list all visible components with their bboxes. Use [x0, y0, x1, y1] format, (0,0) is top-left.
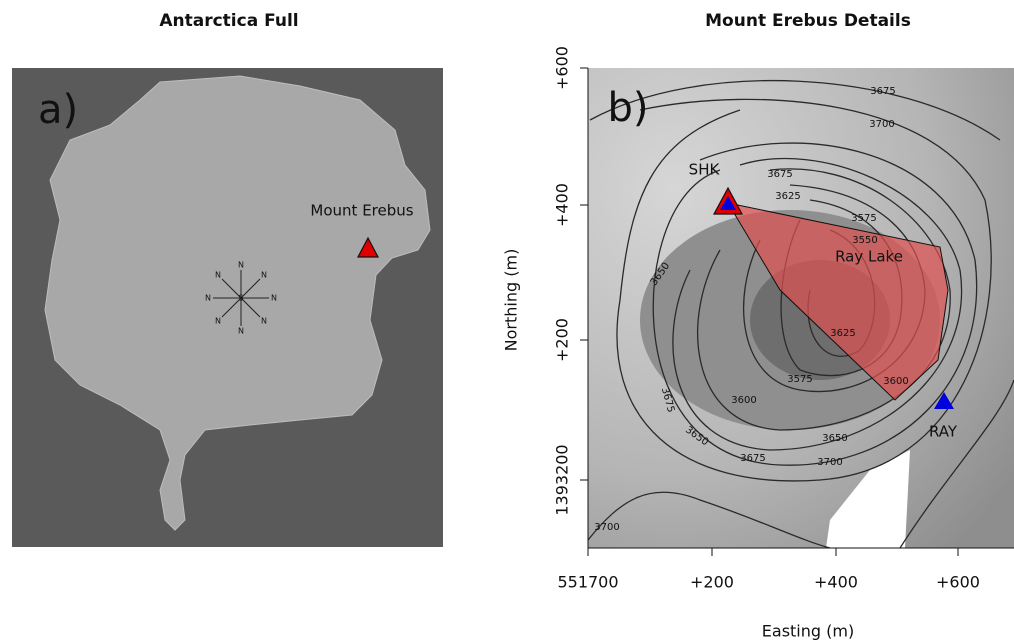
- x-tick-label: +200: [690, 573, 734, 592]
- compass-label: N: [261, 317, 267, 326]
- panel-title: Antarctica Full: [159, 11, 298, 31]
- y-axis-label: Northing (m): [502, 249, 521, 352]
- marker-label: Mount Erebus: [310, 202, 413, 220]
- y-tick-label: +200: [553, 318, 572, 362]
- x-tick-label: +600: [936, 573, 980, 592]
- contour-label: 3675: [740, 453, 765, 464]
- site-label: Ray Lake: [835, 248, 903, 266]
- contour-label: 3600: [883, 376, 908, 387]
- compass-label: N: [215, 317, 221, 326]
- contour-label: 3575: [787, 374, 812, 385]
- site-label: SHK: [689, 161, 721, 179]
- contour-label: 3600: [731, 395, 756, 406]
- y-tick-label: +600: [553, 46, 572, 90]
- compass-label: N: [271, 294, 277, 303]
- contour-label: 3650: [822, 433, 847, 444]
- compass-label: N: [205, 294, 211, 303]
- panel-label: a): [38, 87, 78, 133]
- contour-label: 3625: [830, 328, 855, 339]
- y-tick-label: 1393200: [553, 444, 572, 515]
- right-panel: Mount Erebus Details 3675 3700: [502, 11, 1014, 641]
- panel-title: Mount Erebus Details: [705, 11, 911, 31]
- contour-label: 3625: [775, 191, 800, 202]
- figure: Antarctica Full S N N N N N N N N a) Mou…: [0, 0, 1014, 643]
- x-axis-label: Easting (m): [762, 622, 854, 641]
- contour-label: 3700: [817, 457, 842, 468]
- compass-label: N: [238, 327, 244, 336]
- left-panel: Antarctica Full S N N N N N N N N a) Mou…: [12, 11, 443, 547]
- contour-label: 3675: [870, 86, 895, 97]
- contour-label: 3675: [767, 169, 792, 180]
- panel-label: b): [608, 85, 649, 131]
- y-tick-label: +400: [553, 183, 572, 227]
- compass-label: N: [238, 261, 244, 270]
- contour-label: 3550: [852, 235, 877, 246]
- site-label: RAY: [929, 423, 958, 441]
- compass-label: N: [215, 271, 221, 280]
- contour-label: 3575: [851, 213, 876, 224]
- contour-label: 3700: [594, 522, 619, 533]
- x-tick-label: 551700: [557, 573, 618, 592]
- compass-label: S: [238, 294, 243, 303]
- contour-label: 3700: [869, 119, 894, 130]
- compass-label: N: [261, 271, 267, 280]
- x-tick-label: +400: [814, 573, 858, 592]
